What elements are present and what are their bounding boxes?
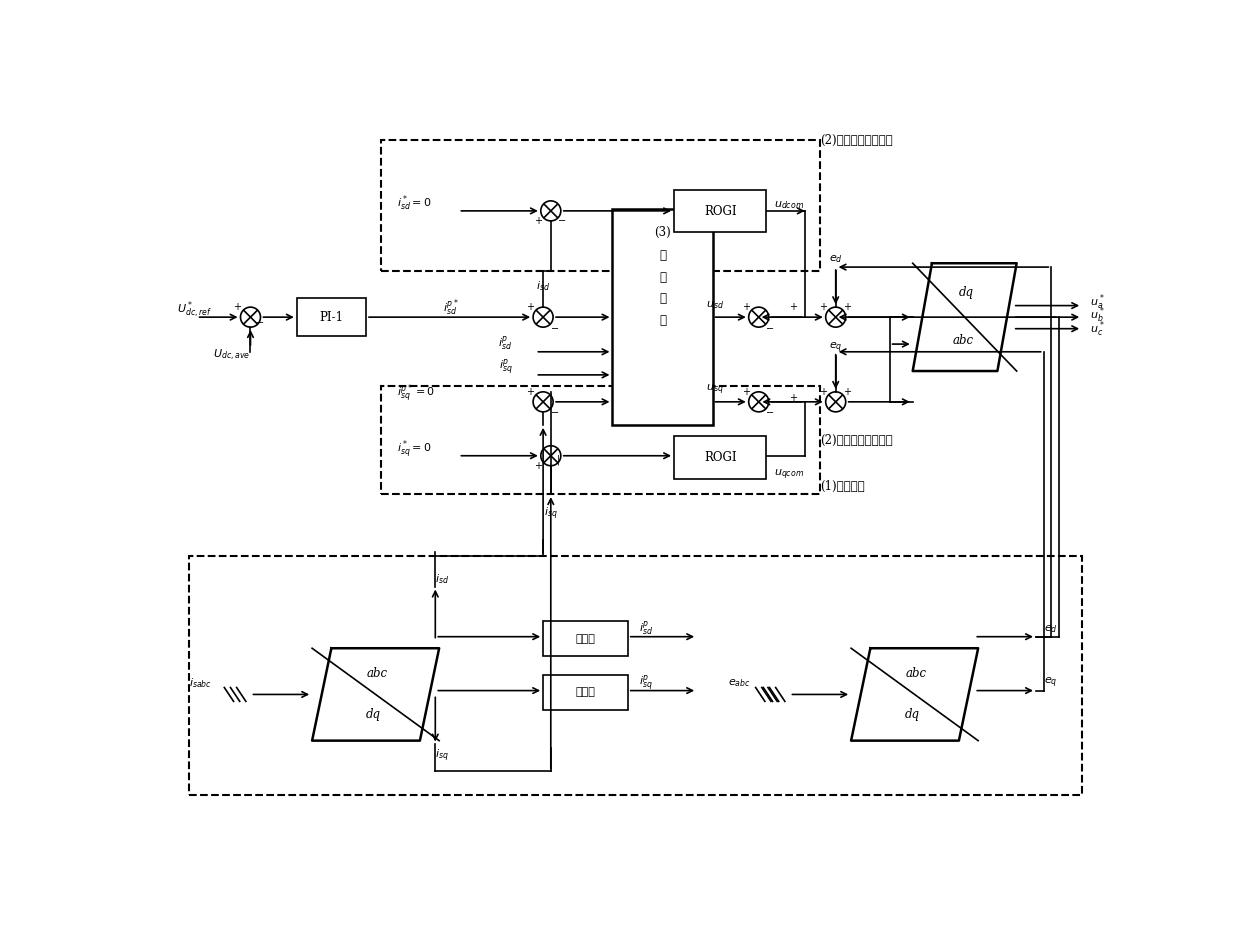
Text: $i^p_{sq}$: $i^p_{sq}$ — [498, 358, 512, 377]
Text: 制: 制 — [658, 314, 666, 327]
Bar — [296, 298, 366, 336]
Text: $U_{dc,ave}$: $U_{dc,ave}$ — [213, 348, 249, 363]
Text: $i^{p*}_{sd}$: $i^{p*}_{sd}$ — [443, 298, 459, 318]
Text: $i^*_{sd}=0$: $i^*_{sd}=0$ — [397, 194, 432, 213]
Text: +: + — [818, 387, 827, 397]
Text: −: − — [551, 408, 559, 418]
Polygon shape — [851, 649, 978, 740]
Text: +: + — [526, 302, 534, 312]
Text: $i^*_{sq}=0$: $i^*_{sq}=0$ — [397, 438, 432, 461]
Text: ROGI: ROGI — [704, 451, 737, 464]
Text: $e_{abc}$: $e_{abc}$ — [728, 677, 751, 689]
Text: +: + — [533, 461, 542, 471]
Text: +: + — [526, 387, 534, 397]
Text: (2)负序无功电流抑制: (2)负序无功电流抑制 — [821, 434, 893, 446]
Bar — [382, 140, 821, 271]
Bar — [188, 556, 1083, 795]
Text: $i^{p*}_{sq}=0$: $i^{p*}_{sq}=0$ — [397, 383, 435, 405]
Text: $i_{sabc}$: $i_{sabc}$ — [188, 676, 212, 690]
Text: |: | — [557, 454, 560, 465]
Text: −: − — [766, 324, 774, 334]
Text: $u_{qcom}$: $u_{qcom}$ — [774, 468, 805, 482]
Text: $e_d$: $e_d$ — [1044, 623, 1058, 635]
Text: +: + — [790, 302, 797, 312]
Text: $i^p_{sd}$: $i^p_{sd}$ — [640, 620, 653, 638]
Bar — [543, 675, 627, 709]
Text: $i_{sd}$: $i_{sd}$ — [536, 280, 551, 293]
Text: 解: 解 — [658, 249, 666, 262]
Text: $u_{dcom}$: $u_{dcom}$ — [774, 199, 805, 212]
Bar — [613, 210, 713, 425]
Text: 陷波器: 陷波器 — [575, 688, 595, 697]
Text: 控: 控 — [658, 292, 666, 305]
Text: $u_{sq}$: $u_{sq}$ — [707, 383, 724, 398]
Text: abc: abc — [367, 666, 388, 680]
Text: $u^*_c$: $u^*_c$ — [1090, 320, 1105, 339]
Text: $e_q$: $e_q$ — [830, 341, 842, 355]
Polygon shape — [913, 263, 1017, 371]
Bar — [543, 622, 627, 656]
Text: abc: abc — [952, 334, 973, 347]
Text: $i^p_{sq}$: $i^p_{sq}$ — [640, 673, 653, 693]
Text: $u^*_a$: $u^*_a$ — [1090, 292, 1105, 312]
Text: −: − — [551, 324, 559, 334]
Text: 陷波器: 陷波器 — [575, 634, 595, 644]
Text: $u_{sd}$: $u_{sd}$ — [706, 300, 724, 312]
Text: ROGI: ROGI — [704, 205, 737, 218]
Text: (3): (3) — [653, 226, 671, 239]
Bar — [675, 436, 766, 479]
Text: +: + — [742, 302, 750, 312]
Text: dq: dq — [366, 709, 381, 722]
Bar — [675, 190, 766, 232]
Text: +: + — [742, 387, 750, 397]
Text: +: + — [843, 302, 851, 312]
Text: $i_{sq}$: $i_{sq}$ — [544, 505, 558, 521]
Text: −: − — [257, 317, 264, 328]
Text: −: − — [558, 216, 567, 226]
Text: (2)负序有功电流抑制: (2)负序有功电流抑制 — [821, 134, 893, 147]
Bar — [382, 387, 821, 494]
Text: 耦: 耦 — [658, 271, 666, 284]
Text: abc: abc — [906, 666, 928, 680]
Text: +: + — [233, 302, 242, 312]
Text: −: − — [766, 408, 774, 418]
Text: dq: dq — [959, 285, 975, 299]
Text: PI-1: PI-1 — [320, 311, 343, 324]
Text: (1)坐标变换: (1)坐标变换 — [821, 480, 866, 493]
Text: $i_{sq}$: $i_{sq}$ — [435, 748, 449, 764]
Text: +: + — [790, 393, 797, 403]
Text: +: + — [843, 387, 851, 397]
Text: $u^*_b$: $u^*_b$ — [1090, 306, 1105, 326]
Polygon shape — [312, 649, 439, 740]
Text: $i^p_{sd}$: $i^p_{sd}$ — [498, 335, 512, 353]
Text: $e_d$: $e_d$ — [828, 254, 843, 265]
Text: $U^*_{dc,ref}$: $U^*_{dc,ref}$ — [177, 299, 212, 320]
Text: +: + — [818, 302, 827, 312]
Text: +: + — [533, 216, 542, 226]
Text: $e_q$: $e_q$ — [1044, 676, 1056, 690]
Text: dq: dq — [905, 709, 920, 722]
Text: $i_{sd}$: $i_{sd}$ — [435, 572, 449, 586]
